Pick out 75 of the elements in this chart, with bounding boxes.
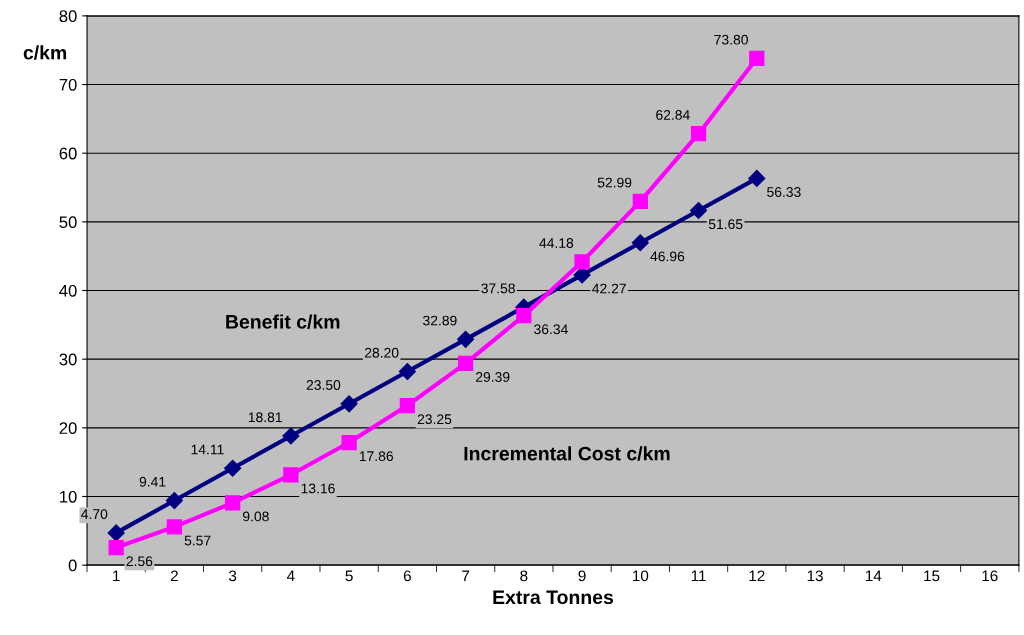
point bbox=[283, 467, 299, 483]
data-label: 4.70 bbox=[81, 509, 108, 520]
data-label: 36.34 bbox=[534, 324, 568, 335]
data-label: 73.80 bbox=[714, 34, 748, 45]
data-label: 42.27 bbox=[592, 283, 626, 294]
point bbox=[457, 355, 474, 371]
data-label: 28.20 bbox=[364, 347, 399, 358]
point bbox=[632, 193, 648, 209]
x-tick-label: 7 bbox=[462, 570, 470, 582]
y-axis-title: c/km bbox=[23, 45, 67, 60]
data-label: 37.58 bbox=[481, 283, 515, 294]
y-tick-label: 60 bbox=[59, 147, 77, 160]
x-tick-label: 13 bbox=[807, 570, 823, 582]
data-label: 52.99 bbox=[597, 177, 632, 188]
point bbox=[165, 491, 183, 510]
point bbox=[224, 459, 242, 477]
point bbox=[341, 434, 357, 451]
data-label: 44.18 bbox=[539, 238, 574, 248]
x-tick-label: 12 bbox=[749, 570, 765, 582]
data-label: 32.89 bbox=[423, 315, 457, 326]
data-label: 46.96 bbox=[650, 251, 685, 262]
data-label: 23.25 bbox=[417, 414, 452, 425]
point bbox=[108, 539, 124, 556]
y-tick-label: 20 bbox=[59, 422, 77, 435]
point bbox=[225, 495, 241, 511]
data-label: 2.56 bbox=[126, 556, 153, 567]
x-tick-label: 6 bbox=[403, 570, 411, 582]
data-label: 13.16 bbox=[301, 483, 335, 494]
y-tick-label: 50 bbox=[59, 216, 77, 229]
y-tick-label: 40 bbox=[59, 284, 77, 297]
x-tick-label: 9 bbox=[578, 570, 586, 582]
x-tick-label: 10 bbox=[632, 570, 649, 582]
x-tick-label: 1 bbox=[113, 570, 120, 582]
x-tick-label: 8 bbox=[520, 570, 528, 582]
data-label: 56.33 bbox=[767, 187, 801, 197]
point bbox=[690, 201, 708, 220]
point bbox=[574, 254, 590, 270]
data-label: 9.41 bbox=[139, 476, 166, 487]
annotation: Incremental Cost c/km bbox=[464, 446, 670, 461]
point bbox=[340, 395, 358, 413]
x-tick-label: 11 bbox=[691, 570, 706, 582]
data-label: 23.50 bbox=[306, 380, 341, 390]
x-tick-label: 5 bbox=[345, 570, 353, 582]
point bbox=[166, 519, 183, 535]
data-label: 17.86 bbox=[359, 451, 393, 462]
data-label: 14.11 bbox=[191, 444, 224, 455]
point bbox=[749, 50, 765, 67]
x-tick-label: 4 bbox=[286, 570, 295, 582]
x-tick-label: 15 bbox=[924, 570, 940, 582]
data-label: 9.08 bbox=[243, 511, 269, 522]
point bbox=[631, 234, 649, 252]
data-label: 18.81 bbox=[248, 412, 282, 423]
data-label: 29.39 bbox=[476, 372, 510, 382]
point bbox=[107, 524, 125, 542]
data-label: 5.57 bbox=[184, 535, 211, 546]
x-axis-title: Extra Tonnes bbox=[493, 590, 614, 605]
annotation: Benefit c/km bbox=[226, 314, 340, 329]
y-tick-label: 70 bbox=[59, 78, 77, 91]
y-tick-label: 30 bbox=[59, 353, 77, 366]
y-tick-label: 10 bbox=[60, 490, 77, 503]
x-tick-label: 2 bbox=[170, 570, 178, 582]
point bbox=[399, 397, 415, 414]
y-tick-label: 0 bbox=[68, 559, 77, 572]
point bbox=[516, 308, 532, 324]
point bbox=[690, 126, 707, 142]
x-tick-label: 14 bbox=[865, 570, 882, 582]
y-tick-label: 80 bbox=[59, 10, 77, 23]
x-tick-label: 3 bbox=[228, 570, 237, 582]
point bbox=[457, 330, 475, 348]
point bbox=[282, 427, 300, 445]
data-label: 62.84 bbox=[656, 110, 690, 120]
x-tick-label: 16 bbox=[982, 570, 998, 582]
point bbox=[748, 169, 766, 187]
point bbox=[398, 362, 416, 381]
data-label: 51.65 bbox=[708, 219, 743, 230]
